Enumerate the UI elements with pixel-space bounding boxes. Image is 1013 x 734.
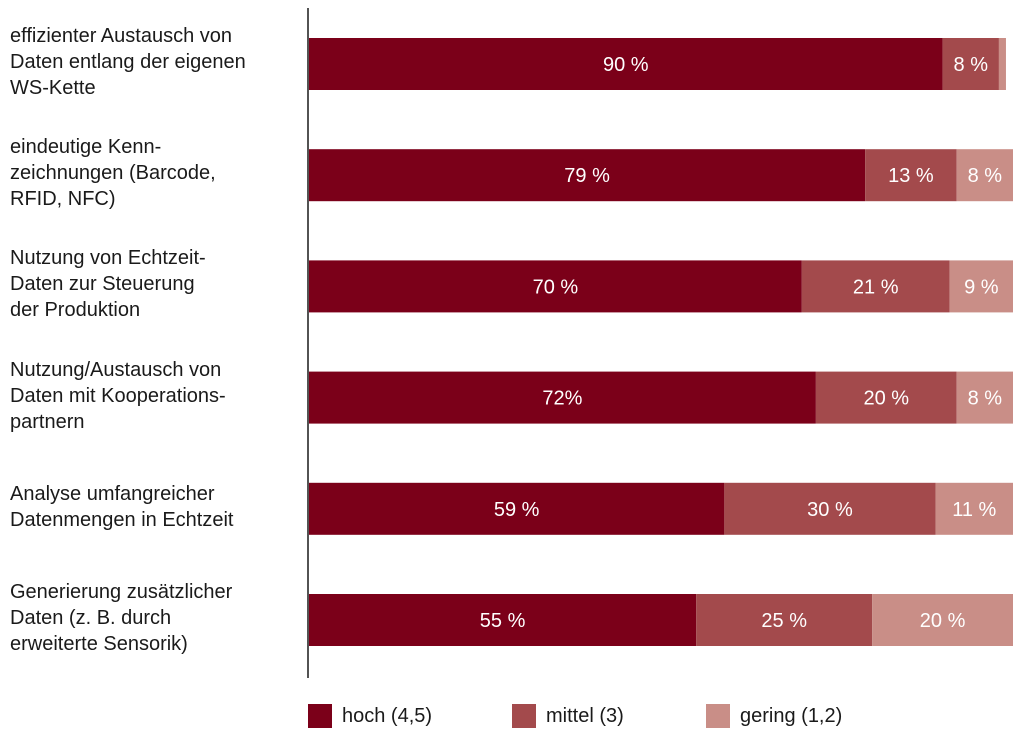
- bar-segment-row3-series1: [815, 371, 957, 424]
- bar-segment-row4-series2: [935, 482, 1013, 535]
- category-label-2-line-2: der Produktion: [10, 299, 141, 322]
- legend-item-mittel: mittel (3): [512, 704, 624, 728]
- bar-segment-row1-series0: [309, 149, 866, 202]
- legend-label-mittel: mittel (3): [546, 704, 624, 727]
- bar-data-label-row1-series1: 13 %: [888, 165, 934, 187]
- category-label-5-line-0: Generierung zusätzlicher: [10, 581, 233, 603]
- category-label-0-line-1: Daten entlang der eigenen: [10, 51, 246, 73]
- bar-data-label-row2-series2: 9 %: [964, 276, 999, 298]
- category-label-3-line-1: Daten mit Kooperations-: [10, 384, 226, 407]
- bar-segment-row4-series0: [309, 482, 725, 535]
- category-label-1-line-0: eindeutige Kenn-: [10, 136, 162, 159]
- legend-label-gering: gering (1,2): [740, 704, 843, 727]
- bar-data-label-row3-series0: 72%: [542, 388, 582, 410]
- category-label-1-line-2: RFID, NFC): [10, 188, 116, 211]
- category-label-0: effizienter Austausch von Daten entlang d…: [10, 23, 300, 101]
- bar-data-label-row0-series0: 90 %: [603, 54, 649, 76]
- bar-data-label-row4-series2: 11 %: [952, 499, 996, 521]
- category-label-2-line-0: Nutzung von Echtzeit-: [10, 247, 206, 270]
- bar-segment-row0-series2: [998, 38, 1006, 90]
- bar-data-label-row5-series2: 20 %: [920, 610, 966, 632]
- category-label-1: eindeutige Kenn-zeichnungen (Barcode, RFI…: [10, 134, 300, 212]
- bar-segment-row1-series2: [956, 149, 1013, 202]
- category-label-4: Analyse umfangreicher Datenmengen in Echt…: [10, 481, 300, 533]
- bar-segment-row0-series1: [942, 38, 999, 90]
- bar-data-label-row5-series0: 55 %: [480, 610, 526, 632]
- category-label-5-line-2: erweiterte Sensorik): [10, 633, 188, 655]
- legend-item-hoch: hoch (4,5): [308, 704, 432, 728]
- bar-segment-row5-series2: [872, 594, 1013, 646]
- bar-data-label-row0-series1: 8 %: [954, 54, 989, 76]
- category-label-2-line-1: Daten zur Steuerung: [10, 273, 195, 296]
- bar-data-label-row3-series2: 8 %: [968, 388, 1003, 410]
- legend-swatch-gering: [706, 704, 730, 728]
- bar-data-label-row2-series1: 21 %: [853, 276, 899, 298]
- category-label-4-line-0: Analyse umfangreicher: [10, 482, 215, 505]
- category-label-3: Nutzung/Austausch von Daten mit Kooperati…: [10, 357, 300, 435]
- bar-data-label-row4-series1: 30 %: [807, 499, 853, 521]
- bar-segment-row5-series0: [309, 594, 697, 646]
- bar-segment-row3-series0: [309, 371, 816, 424]
- bar-segment-row3-series2: [956, 371, 1013, 424]
- category-label-0-line-2: WS-Kette: [10, 77, 96, 99]
- bar-segment-row2-series2: [949, 260, 1013, 313]
- category-label-5-line-1: Daten (z. B. durch: [10, 607, 172, 629]
- bar-data-label-row1-series0: 79 %: [564, 165, 610, 187]
- legend-label-hoch: hoch (4,5): [342, 704, 433, 727]
- bar-segment-row5-series1: [696, 594, 873, 646]
- category-label-2: Nutzung von Echtzeit- Daten zur Steuerung…: [10, 245, 300, 323]
- bar-data-label-row3-series1: 20 %: [863, 388, 909, 410]
- category-label-3-line-2: partnern: [10, 410, 85, 433]
- bars-group: 90 % 8 % 79 % 13 % 8 % 70 % 21 % 9 % 72% 20 % 8 % 5…: [309, 38, 1013, 646]
- bar-data-label-row1-series2: 8 %: [968, 165, 1003, 187]
- legend-item-gering: gering (1,2): [706, 704, 842, 728]
- category-label-3-line-0: Nutzung/Austausch von: [10, 358, 222, 381]
- bar-segment-row1-series1: [865, 149, 957, 202]
- legend-swatch-mittel: [512, 704, 536, 728]
- bar-segment-row0-series0: [309, 38, 943, 90]
- bar-segment-row2-series0: [309, 260, 802, 313]
- bar-data-label-row2-series0: 70 %: [533, 276, 579, 298]
- bar-segment-row2-series1: [801, 260, 950, 313]
- bar-data-label-row5-series1: 25 %: [761, 610, 807, 632]
- legend: hoch (4,5) mittel (3) gering (1,2): [0, 704, 1013, 734]
- stacked-bar-chart: 90 % 8 % 79 % 13 % 8 % 70 % 21 % 9 % 72% 20 % 8 % 5…: [307, 8, 1013, 678]
- category-label-5: Generierung zusätzlicher Daten (z. B. dur…: [10, 579, 300, 657]
- bar-data-label-row4-series0: 59 %: [494, 499, 540, 521]
- category-label-4-line-1: Datenmengen in Echtzeit: [10, 508, 234, 531]
- legend-swatch-hoch: [308, 704, 332, 728]
- category-label-1-line-1: zeichnungen (Barcode,: [10, 162, 216, 185]
- category-label-0-line-0: effizienter Austausch von: [10, 25, 232, 47]
- bar-segment-row4-series1: [724, 482, 936, 535]
